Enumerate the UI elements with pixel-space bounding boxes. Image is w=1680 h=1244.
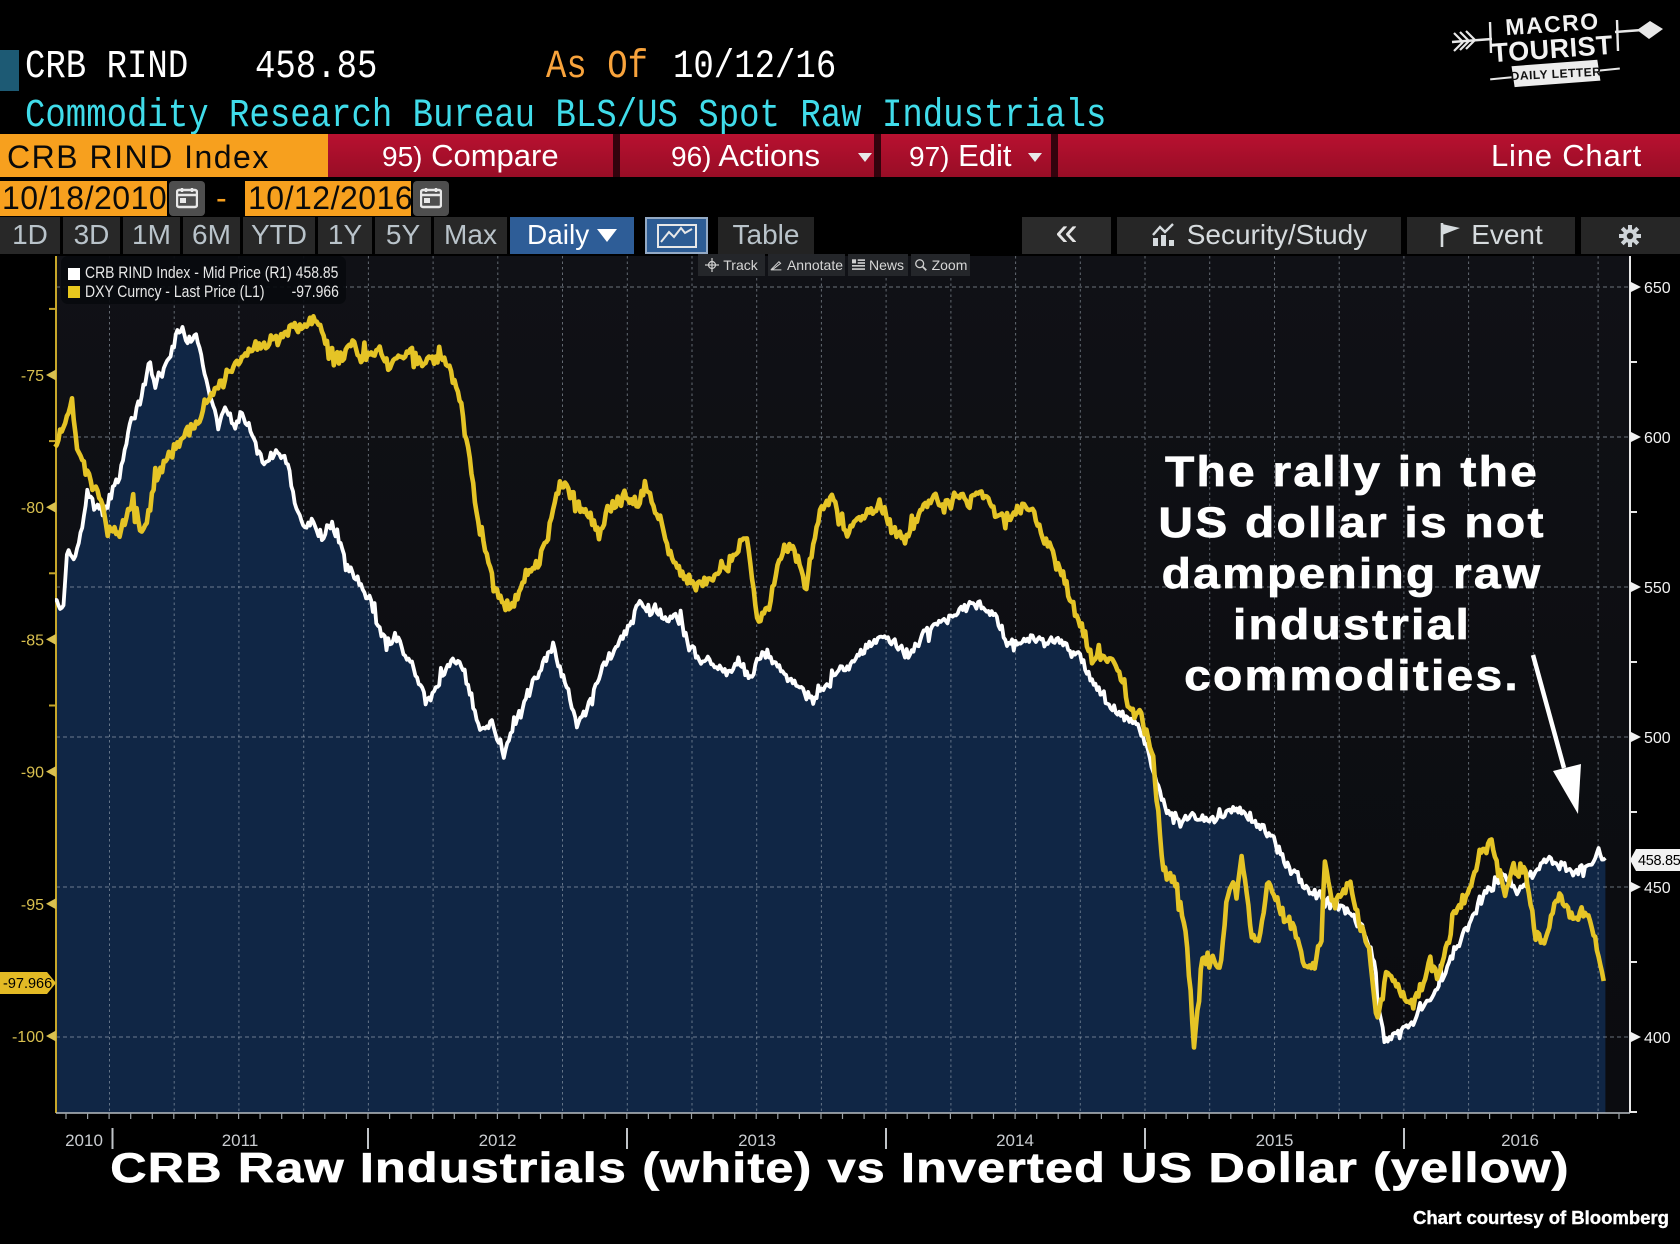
svg-text:2016: 2016 [1501,1131,1539,1150]
svg-text:2013: 2013 [738,1131,776,1150]
svg-text:2014: 2014 [996,1131,1034,1150]
svg-text:-85: -85 [21,632,44,649]
svg-text:-90: -90 [21,765,44,782]
svg-text:DAILY LETTER: DAILY LETTER [1510,65,1601,84]
svg-text:450: 450 [1644,880,1671,897]
svg-text:600: 600 [1644,430,1671,447]
svg-text:-75: -75 [21,368,44,385]
svg-text:2012: 2012 [479,1131,517,1150]
svg-text:2010: 2010 [65,1131,103,1150]
svg-text:2011: 2011 [222,1131,259,1150]
svg-text:-100: -100 [12,1029,44,1046]
svg-text:-97.966: -97.966 [3,976,52,992]
svg-text:500: 500 [1644,730,1671,747]
svg-text:650: 650 [1644,280,1671,297]
svg-text:-95: -95 [21,897,44,914]
svg-text:400: 400 [1644,1030,1671,1047]
svg-text:550: 550 [1644,580,1671,597]
svg-text:458.85: 458.85 [1638,853,1680,869]
svg-text:-80: -80 [21,500,44,517]
svg-text:2015: 2015 [1256,1131,1294,1150]
